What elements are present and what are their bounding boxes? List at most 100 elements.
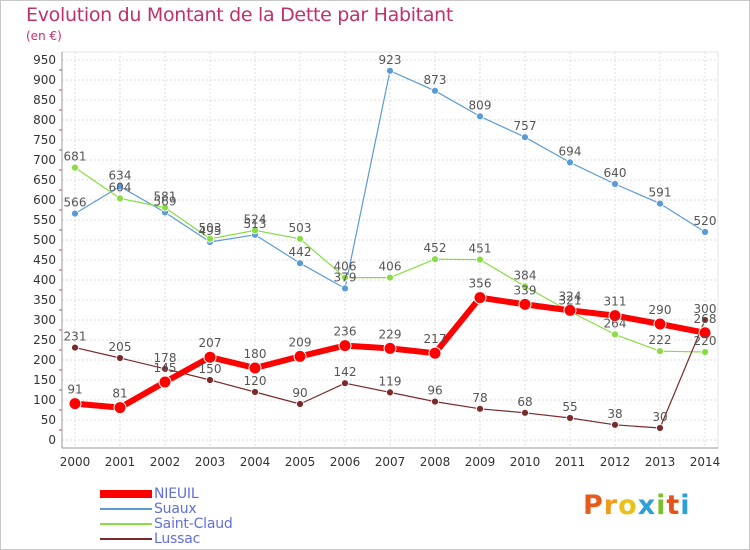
point-suaux (566, 158, 574, 167)
point-saint-claud (251, 226, 259, 235)
data-label-suaux: 809 (469, 98, 492, 112)
logo-letter: i (656, 490, 667, 521)
point-suaux (701, 228, 709, 236)
data-label-nieuil: 81 (112, 387, 127, 401)
point-lussac (251, 388, 259, 396)
point-lussac (296, 400, 304, 408)
x-tick-label: 2013 (645, 455, 676, 469)
data-label-saint-claud: 681 (64, 150, 87, 164)
point-suaux (71, 209, 79, 218)
data-label-lussac: 78 (472, 391, 487, 405)
data-label-lussac: 178 (154, 351, 177, 365)
data-label-suaux: 923 (379, 53, 402, 67)
x-tick-label: 2005 (285, 455, 316, 469)
y-tick-label: 550 (33, 213, 56, 227)
y-tick-label: 450 (33, 253, 56, 267)
point-lussac (611, 420, 619, 429)
point-saint-claud (386, 273, 394, 282)
point-saint-claud (161, 203, 169, 212)
legend-label-saint-claud: Saint-Claud (154, 515, 233, 532)
data-label-lussac: 68 (517, 395, 532, 409)
data-label-saint-claud: 452 (424, 241, 447, 255)
data-label-suaux: 694 (559, 144, 582, 158)
x-tick-label: 2001 (105, 455, 136, 469)
data-label-suaux: 495 (199, 224, 222, 238)
data-label-suaux: 569 (154, 194, 177, 208)
data-label-saint-claud: 503 (289, 221, 312, 235)
point-suaux (521, 133, 529, 142)
point-saint-claud (206, 234, 214, 243)
y-tick-label: 700 (33, 153, 56, 167)
legend-swatch-nieuil (100, 489, 152, 498)
data-label-nieuil: 339 (514, 283, 537, 297)
point-nieuil (653, 317, 667, 331)
x-tick-label: 2011 (555, 455, 586, 469)
data-label-lussac: 96 (427, 384, 442, 398)
data-label-suaux: 640 (604, 166, 627, 180)
point-nieuil (113, 401, 127, 415)
point-suaux (386, 66, 394, 75)
point-suaux (476, 112, 484, 121)
legend-swatch-saint-claud (100, 522, 152, 525)
data-label-nieuil: 91 (67, 383, 82, 397)
x-tick-label: 2014 (690, 455, 721, 469)
y-tick-label: 800 (33, 113, 56, 127)
point-lussac (386, 388, 394, 397)
data-label-nieuil: 236 (334, 325, 357, 339)
y-tick-label: 50 (41, 413, 56, 427)
data-labels: 91 81 145 207 180 209 236 229 217 356 339 324 311 290… (64, 53, 717, 424)
point-saint-claud (296, 234, 304, 243)
data-label-lussac: 231 (64, 330, 87, 344)
y-tick-label: 400 (33, 273, 56, 287)
point-lussac (656, 424, 664, 432)
legend-label-suaux: Suaux (154, 500, 197, 517)
y-tick-label: 200 (33, 353, 56, 367)
point-lussac (701, 316, 709, 324)
y-tick-label: 500 (33, 233, 56, 247)
data-label-nieuil: 180 (244, 347, 267, 361)
point-saint-claud (611, 330, 619, 339)
point-saint-claud (341, 273, 349, 282)
x-tick-label: 2006 (330, 455, 361, 469)
data-label-saint-claud: 384 (514, 268, 537, 282)
data-label-nieuil: 145 (154, 361, 177, 375)
point-nieuil (338, 339, 352, 353)
proxiti-logo: Proxiti (583, 490, 691, 521)
logo-letter: t (666, 490, 681, 521)
data-label-nieuil: 268 (694, 312, 717, 326)
point-nieuil (698, 326, 712, 340)
data-label-lussac: 142 (334, 365, 357, 379)
legend-item-lussac: Lussac (100, 531, 233, 547)
x-tick-label: 2012 (600, 455, 631, 469)
data-label-saint-claud: 264 (604, 316, 627, 330)
y-tick-label: 250 (33, 333, 56, 347)
x-tick-label: 2010 (510, 455, 541, 469)
point-lussac (71, 343, 79, 352)
data-label-saint-claud: 222 (649, 333, 672, 347)
point-nieuil (248, 361, 262, 375)
data-label-saint-claud: 406 (379, 260, 402, 274)
y-tick-label: 0 (48, 433, 56, 447)
data-label-suaux: 442 (289, 245, 312, 259)
data-label-lussac: 90 (292, 386, 307, 400)
data-label-lussac: 30 (652, 410, 667, 424)
logo-letter: i (680, 490, 691, 521)
point-nieuil (428, 346, 442, 360)
data-label-nieuil: 207 (199, 336, 222, 350)
point-lussac (341, 379, 349, 388)
data-label-lussac: 119 (379, 374, 402, 388)
point-saint-claud (116, 194, 124, 203)
point-suaux (611, 180, 619, 188)
y-tick-label: 850 (33, 93, 56, 107)
point-lussac (521, 408, 529, 417)
x-tick-label: 2002 (150, 455, 181, 469)
legend-item-suaux: Suaux (100, 500, 233, 517)
y-tick-label: 750 (33, 133, 56, 147)
y-tick-label: 300 (33, 313, 56, 327)
logo-letter: x (637, 490, 657, 521)
data-label-saint-claud: 604 (109, 180, 132, 194)
point-nieuil (68, 397, 82, 411)
data-label-lussac: 205 (109, 340, 132, 354)
data-label-suaux: 873 (424, 73, 447, 87)
